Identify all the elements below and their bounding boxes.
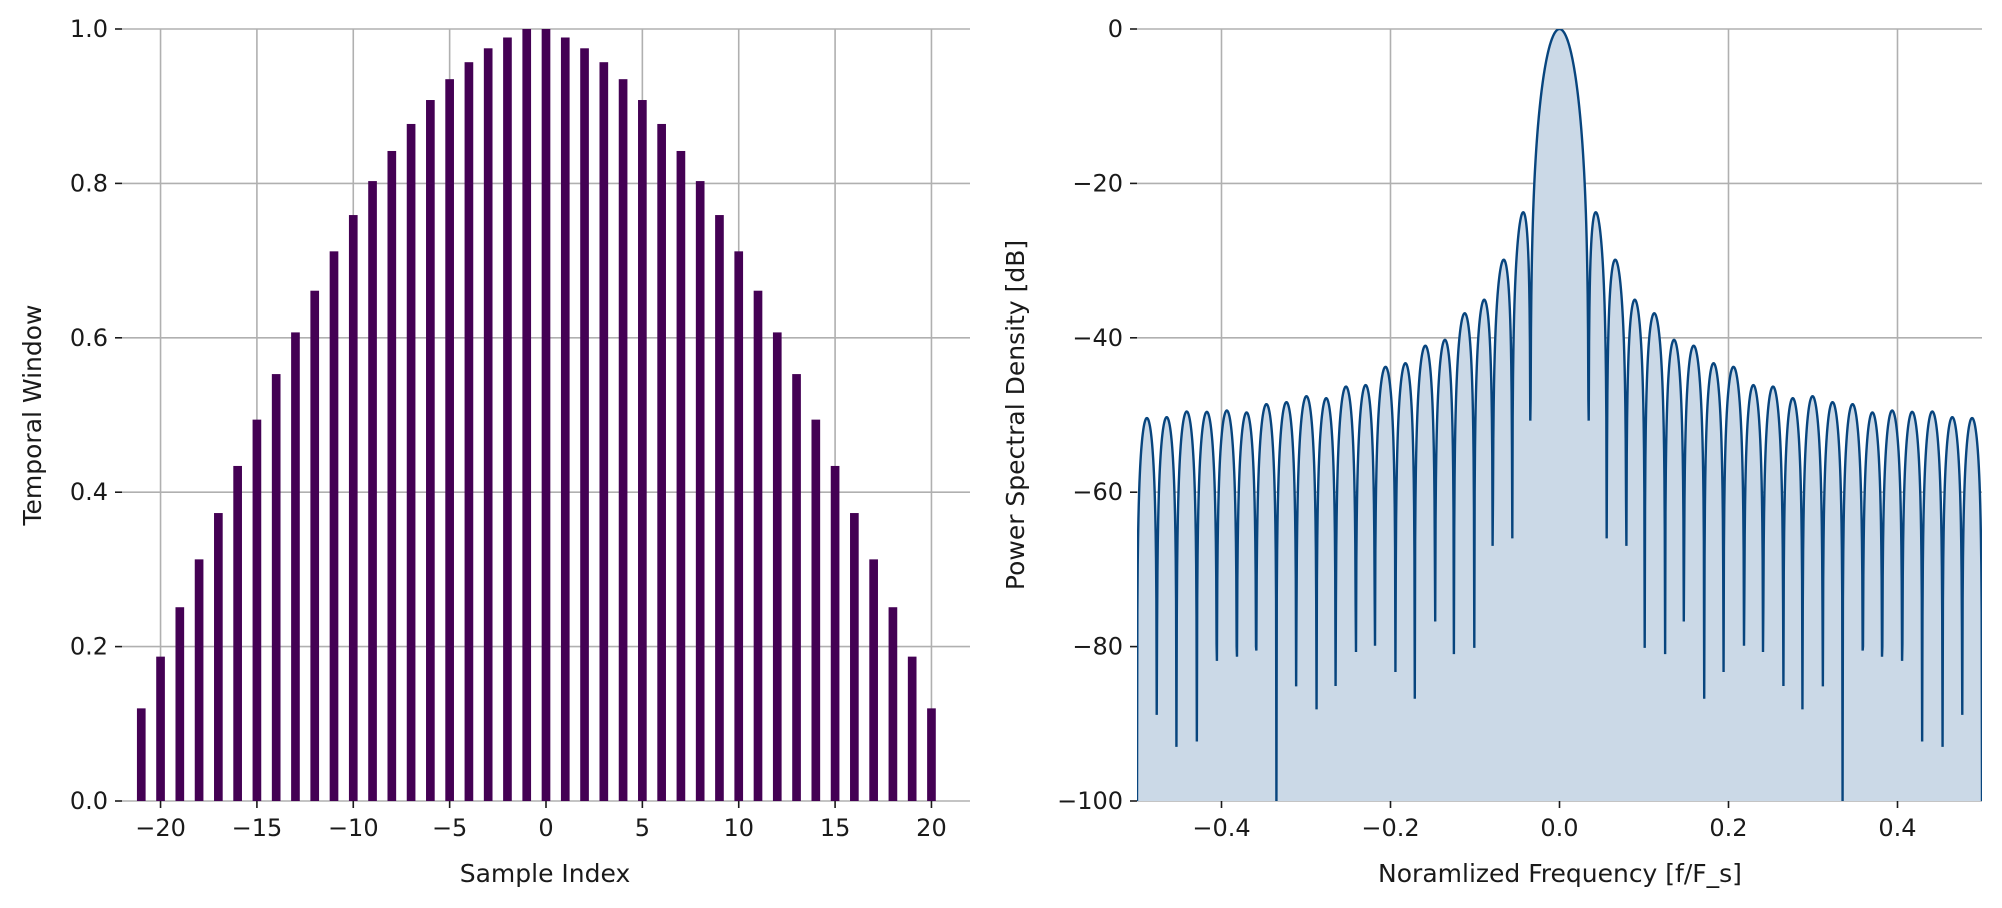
left-y-tick-label: 0.8 <box>70 169 108 197</box>
window-bar <box>638 100 647 802</box>
window-bar <box>580 48 589 802</box>
window-bar <box>368 181 377 802</box>
left-x-axis-label: Sample Index <box>460 859 631 888</box>
window-bar <box>271 374 281 801</box>
window-bar <box>175 607 185 801</box>
window-bar <box>734 251 744 801</box>
right-x-tick-label: −0.4 <box>1192 814 1250 842</box>
left-x-tick-label: 20 <box>916 814 947 842</box>
temporal-window-panel: −20 −15 −10 −5 0 5 10 15 20 0.0 0.2 0.4 0.6 0.8 1.0 S… <box>18 15 970 888</box>
left-y-tick-label: 1.0 <box>70 15 108 43</box>
left-x-tick-label: −10 <box>328 814 379 842</box>
right-y-tick-label: −100 <box>1057 787 1123 815</box>
window-bar <box>869 559 878 801</box>
window-bar <box>695 181 705 802</box>
window-bar <box>830 465 840 801</box>
left-x-tick-label: 0 <box>538 814 553 842</box>
right-y-axis-label: Power Spectral Density [dB] <box>1001 240 1030 590</box>
left-y-tick-label: 0.4 <box>70 478 108 506</box>
window-bar <box>252 419 262 801</box>
right-y-tick-label: 0 <box>1108 15 1123 43</box>
right-x-axis-label: Noramlized Frequency [f/F_s] <box>1378 859 1742 888</box>
left-x-tick-label: 15 <box>820 814 851 842</box>
left-x-tick-label: 5 <box>635 814 650 842</box>
left-y-axis-label: Temporal Window <box>18 305 47 527</box>
window-bar <box>850 513 859 801</box>
right-x-tick-label: 0.2 <box>1709 814 1747 842</box>
psd-series-line <box>1137 29 1982 801</box>
psd-area-fill <box>1137 29 1982 801</box>
left-y-ticks: 0.0 0.2 0.4 0.6 0.8 1.0 <box>70 15 122 815</box>
window-bar <box>464 62 474 802</box>
right-x-ticks: −0.4 −0.2 0.0 0.2 0.4 <box>1192 801 1917 842</box>
right-x-tick-label: −0.2 <box>1361 814 1419 842</box>
left-y-tick-label: 0.6 <box>70 324 108 352</box>
left-x-tick-label: −5 <box>432 814 467 842</box>
window-bar <box>657 123 666 802</box>
window-bar <box>291 332 300 801</box>
right-x-tick-label: 0.4 <box>1878 814 1916 842</box>
window-bar <box>618 79 628 802</box>
window-bar <box>753 290 763 801</box>
right-x-tick-label: 0.0 <box>1540 814 1578 842</box>
window-bar <box>348 215 358 801</box>
window-bar <box>426 100 435 802</box>
window-bar <box>214 513 223 801</box>
window-bar <box>156 656 165 801</box>
window-bar <box>599 62 609 802</box>
window-bar <box>310 290 320 801</box>
right-y-ticks: −100 −80 −60 −40 −20 0 <box>1057 15 1137 815</box>
left-y-tick-label: 0.0 <box>70 787 108 815</box>
right-y-tick-label: −60 <box>1072 478 1123 506</box>
window-bar <box>560 37 570 801</box>
window-bar <box>907 656 917 801</box>
window-bar <box>136 708 146 801</box>
left-x-tick-label: −15 <box>232 814 283 842</box>
window-bar <box>715 215 724 801</box>
window-bar <box>483 48 493 802</box>
window-bars <box>136 29 936 802</box>
window-bar <box>676 150 686 801</box>
window-bar <box>811 419 821 801</box>
window-bar <box>406 123 416 802</box>
right-y-tick-label: −20 <box>1072 169 1123 197</box>
left-x-tick-label: −20 <box>135 814 186 842</box>
left-y-tick-label: 0.2 <box>70 633 108 661</box>
right-y-tick-label: −80 <box>1072 633 1123 661</box>
left-x-tick-label: 10 <box>723 814 754 842</box>
window-bar <box>503 37 512 801</box>
window-bar <box>329 251 339 801</box>
window-bar <box>233 465 242 801</box>
window-bar <box>541 29 551 801</box>
window-bar <box>194 559 204 801</box>
window-bar <box>387 150 397 801</box>
window-bar <box>445 79 454 802</box>
window-bar <box>927 708 936 801</box>
left-x-ticks: −20 −15 −10 −5 0 5 10 15 20 <box>135 801 947 842</box>
window-bar <box>888 607 898 801</box>
window-bar <box>522 29 532 801</box>
window-bar <box>792 374 801 801</box>
right-y-tick-label: −40 <box>1072 324 1123 352</box>
psd-panel: −0.4 −0.2 0.0 0.2 0.4 −100 −80 −60 −40 −20 0 Nora… <box>1001 15 1982 888</box>
window-bar <box>772 332 782 801</box>
